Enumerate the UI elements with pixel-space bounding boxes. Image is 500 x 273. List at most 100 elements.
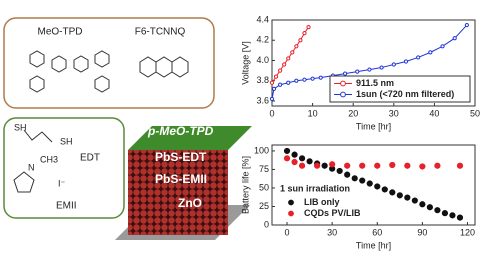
- x-tick-label: 50: [470, 108, 480, 118]
- point: [355, 69, 360, 74]
- x-tick-label: 10: [308, 108, 318, 118]
- layer-label: ZnO: [178, 196, 202, 210]
- point: [452, 36, 457, 41]
- point: [381, 186, 388, 193]
- legend-label: 911.5 nm: [356, 78, 394, 88]
- point: [291, 151, 298, 158]
- structure: [29, 50, 189, 93]
- point: [359, 162, 366, 169]
- y-tick-label: 25: [259, 201, 269, 211]
- ligand-label: EDT: [80, 153, 100, 164]
- layer-label: PbS-EMII: [155, 172, 207, 186]
- x-tick-label: 30: [389, 108, 399, 118]
- point: [391, 62, 396, 67]
- legend-label: 1sun (<720 nm filtered): [356, 89, 454, 99]
- plot-frame: [271, 19, 476, 107]
- point: [271, 86, 277, 91]
- point: [294, 44, 299, 49]
- legend-label: CQDs PV/LIB: [304, 208, 361, 218]
- point: [419, 163, 426, 170]
- point: [286, 56, 291, 61]
- point: [344, 162, 351, 169]
- atom-label: I⁻: [58, 178, 66, 188]
- point: [449, 212, 456, 219]
- x-tick-label: 0: [269, 108, 274, 118]
- point: [379, 65, 384, 70]
- point: [269, 80, 275, 85]
- point: [434, 207, 441, 214]
- point: [286, 80, 291, 85]
- point: [404, 194, 411, 201]
- point: [283, 147, 291, 155]
- top-layer: [128, 126, 252, 150]
- x-tick-label: 60: [372, 227, 382, 237]
- x-tick-label: 30: [327, 227, 337, 237]
- ligand-box: [3, 117, 125, 219]
- point: [278, 68, 283, 73]
- point: [374, 162, 381, 169]
- y-axis-title: Voltage [V]: [240, 41, 250, 85]
- point: [403, 59, 409, 64]
- atom-label: CH3: [40, 154, 58, 164]
- layer-label: p-MeO-TPD: [147, 124, 214, 138]
- point: [306, 158, 313, 165]
- x-tick-label: 120: [460, 227, 475, 237]
- point: [404, 162, 411, 169]
- y-tick-label: 4.2: [256, 35, 269, 45]
- legend-box: [329, 75, 471, 103]
- layer-label: PbS-EDT: [155, 150, 207, 164]
- atom-label: SH: [14, 122, 27, 132]
- point: [298, 155, 306, 162]
- series-line: [271, 26, 309, 84]
- point: [283, 155, 291, 162]
- x-axis-title: Time [hr]: [356, 240, 391, 250]
- point: [464, 22, 469, 28]
- point: [456, 214, 464, 221]
- y-tick-label: 3.8: [256, 75, 269, 85]
- molecule-label: MeO-TPD: [38, 27, 83, 38]
- point: [374, 183, 381, 190]
- point: [278, 82, 283, 87]
- point: [294, 78, 299, 83]
- structure: [13, 171, 35, 193]
- point: [411, 197, 418, 204]
- atom-label: SH: [60, 136, 73, 146]
- point: [428, 50, 433, 55]
- legend-marker: [340, 80, 346, 87]
- legend-marker: [288, 199, 294, 206]
- point: [359, 177, 366, 184]
- point: [434, 162, 441, 169]
- point: [269, 96, 275, 102]
- ligand-label: EMII: [56, 201, 77, 212]
- legend-label: LIB only: [304, 197, 340, 207]
- point: [282, 62, 287, 67]
- point: [367, 67, 372, 72]
- x-tick-label: 20: [348, 108, 358, 118]
- point: [336, 167, 343, 175]
- molecule-label: F6-TCNNQ: [135, 27, 186, 38]
- x-tick-label: 90: [417, 227, 427, 237]
- point: [321, 162, 328, 169]
- plot-frame: [271, 144, 476, 226]
- pbs-layer: [128, 150, 228, 235]
- point: [396, 192, 403, 199]
- point: [298, 162, 306, 169]
- point: [290, 50, 295, 55]
- y-tick-label: 100: [254, 145, 269, 155]
- point: [389, 189, 396, 196]
- point: [351, 175, 358, 182]
- y-tick-label: 50: [259, 182, 269, 192]
- point: [302, 77, 307, 82]
- y-tick-label: 4.0: [256, 55, 269, 65]
- point: [441, 210, 449, 217]
- x-axis-title: Time [hr]: [356, 121, 391, 131]
- point: [344, 171, 351, 178]
- x-tick-label: 0: [285, 227, 290, 237]
- point: [456, 162, 464, 169]
- legend-marker: [288, 210, 294, 217]
- point: [329, 161, 336, 168]
- legend-marker: [340, 91, 346, 98]
- x-tick-label: 40: [429, 108, 439, 118]
- point: [291, 158, 298, 166]
